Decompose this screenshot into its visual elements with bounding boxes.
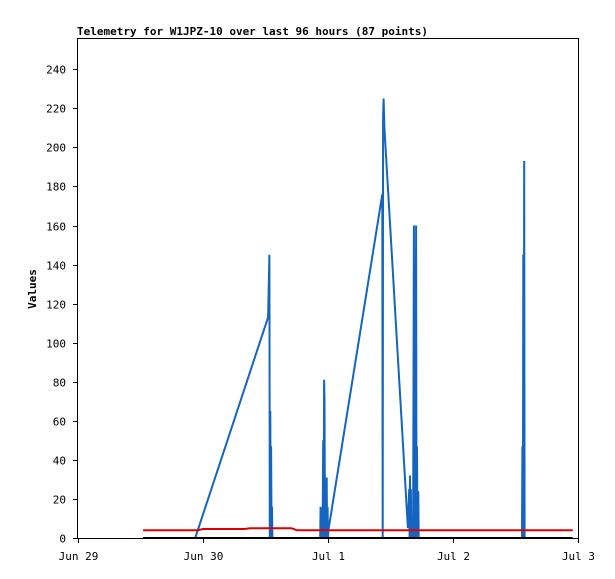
plot-frame xyxy=(77,38,579,539)
series-layer xyxy=(143,98,573,539)
y-tick-label: 200 xyxy=(46,142,66,155)
y-tick-label: 20 xyxy=(53,494,66,507)
y-tick-label: 220 xyxy=(46,103,66,116)
y-tick-label: 160 xyxy=(46,221,66,234)
y-axis: 0 20 40 60 80 100 120 140 160 180 200 220 240 xyxy=(46,64,78,546)
y-tick-label: 60 xyxy=(53,416,66,429)
x-axis: Jun 29 Jun 30 Jul 1 Jul 2 Jul 3 xyxy=(59,538,595,563)
y-tick-label: 180 xyxy=(46,181,66,194)
x-tick-label: Jul 3 xyxy=(562,550,595,563)
series-line xyxy=(194,98,526,539)
x-tick-label: Jun 29 xyxy=(59,550,99,563)
x-tick-label: Jul 2 xyxy=(437,550,470,563)
y-axis-label: Values xyxy=(26,269,39,309)
y-tick-label: 140 xyxy=(46,260,66,273)
series-line xyxy=(143,527,573,532)
y-tick-label: 120 xyxy=(46,299,66,312)
y-tick-label: 0 xyxy=(59,533,66,546)
x-tick-label: Jul 1 xyxy=(312,550,345,563)
y-tick-label: 240 xyxy=(46,64,66,77)
x-tick-label: Jun 30 xyxy=(184,550,224,563)
y-tick-label: 40 xyxy=(53,455,66,468)
chart-title: Telemetry for W1JPZ-10 over last 96 hour… xyxy=(77,25,428,38)
y-tick-label: 80 xyxy=(53,377,66,390)
y-tick-label: 100 xyxy=(46,338,66,351)
